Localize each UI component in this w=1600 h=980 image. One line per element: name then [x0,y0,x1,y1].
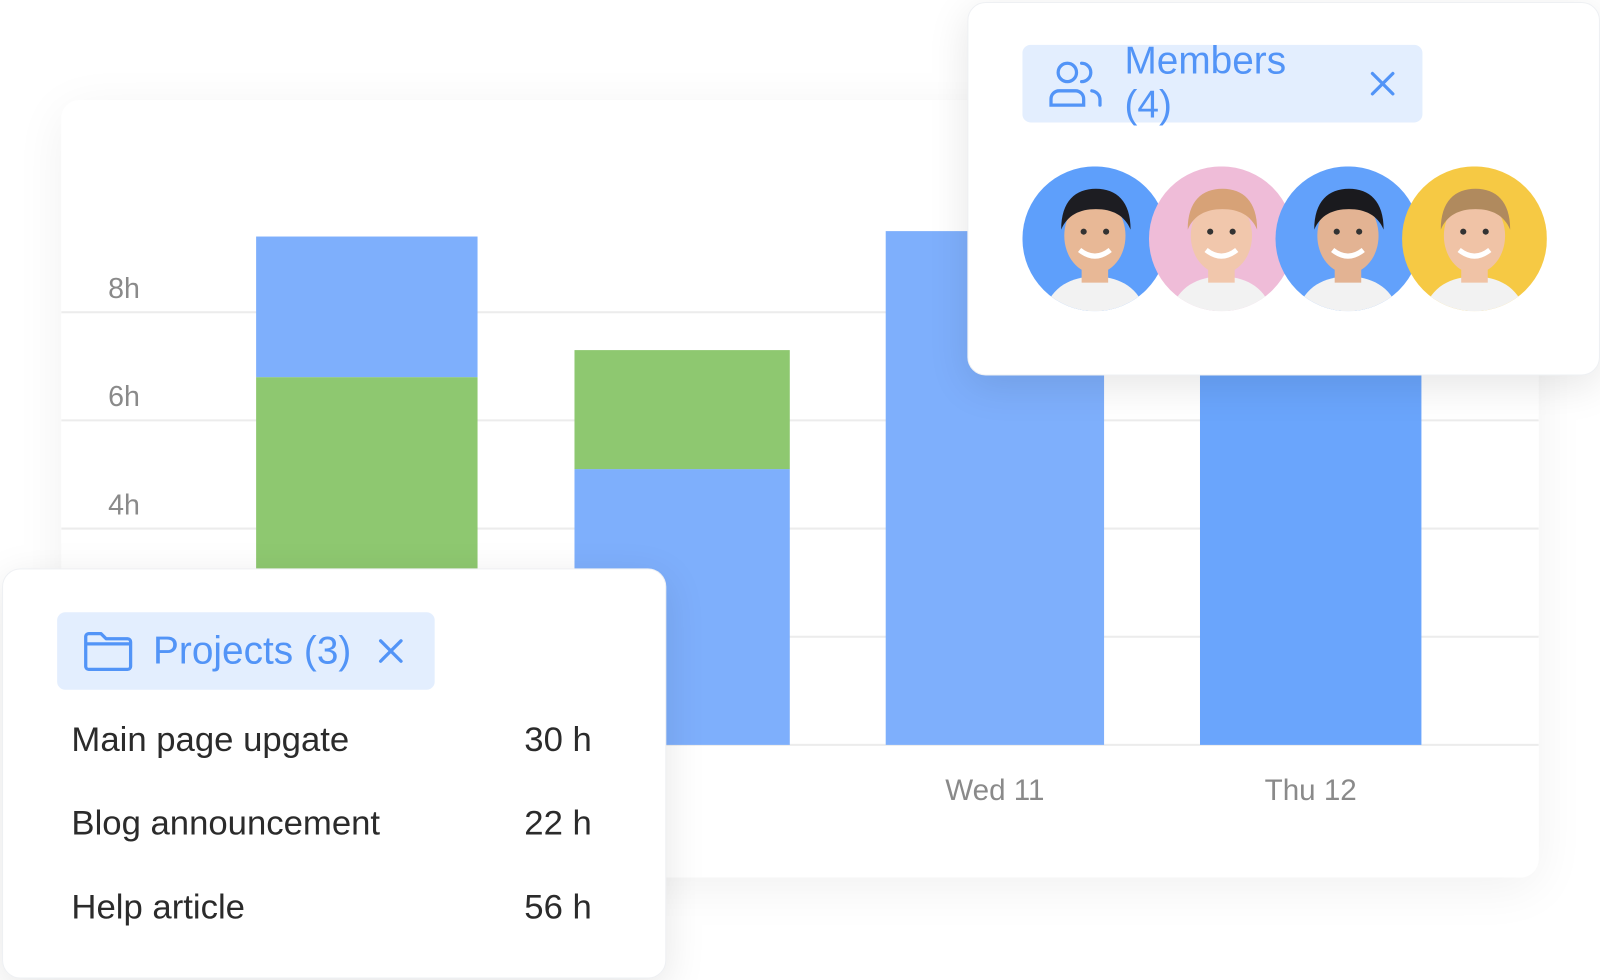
projects-card: Projects (3) Main page upgate 30 h Blog … [2,568,667,979]
close-icon[interactable] [1369,70,1396,97]
members-card: Members (4) [967,2,1600,376]
member-avatar[interactable] [1275,166,1421,312]
x-tick-label: Thu 12 [1265,774,1357,807]
x-tick-label: Wed 11 [945,774,1044,807]
close-icon[interactable] [378,638,405,665]
project-hours: 22 h [524,804,592,843]
bar-segment-blue [256,236,478,378]
member-avatar[interactable] [1148,166,1294,312]
project-list: Main page upgate 30 h Blog announcement … [71,717,591,968]
users-icon [1049,60,1104,107]
project-name: Help article [71,887,245,927]
project-hours: 56 h [524,887,592,927]
project-row[interactable]: Main page upgate 30 h [71,717,591,801]
project-name: Main page upgate [71,720,350,760]
project-hours: 30 h [524,720,592,760]
member-avatar[interactable] [1402,166,1547,312]
member-avatar[interactable] [1022,166,1168,312]
bar-segment-green [574,350,790,470]
members-filter-chip[interactable]: Members (4) [1022,40,1423,127]
project-row[interactable]: Help article 56 h [71,885,591,969]
y-tick-label: 8h [108,273,140,305]
project-name: Blog announcement [71,804,381,843]
folder-icon [84,631,133,672]
y-tick-label: 6h [108,381,140,413]
project-row[interactable]: Blog announcement 22 h [71,801,591,885]
projects-filter-chip[interactable]: Projects (3) [57,612,435,690]
projects-chip-label: Projects (3) [153,629,352,672]
members-chip-label: Members (4) [1124,39,1287,127]
y-tick-label: 4h [108,489,140,521]
